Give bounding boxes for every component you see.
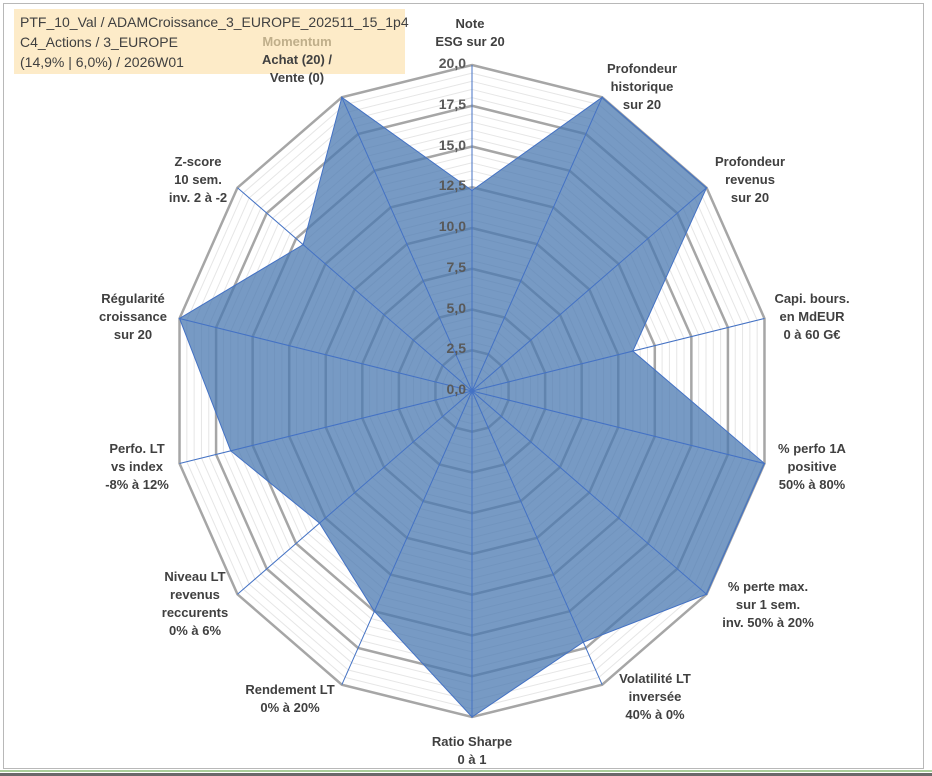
axis-label-line: sur 20 (113, 327, 153, 342)
axis-label: Régularité croissance sur 20 (99, 290, 167, 344)
axis-label-line: en MdEUR (779, 309, 845, 324)
data-point (705, 186, 708, 189)
axis-label-line: Perfo. LT (109, 441, 165, 456)
axis-label: Z-score 10 sem. inv. 2 à -2 (169, 153, 227, 207)
axis-label-line: 40% à 0% (625, 707, 685, 722)
axis-label-line: 0 à 60 G€ (783, 327, 841, 342)
axis-label-line: sur 1 sem. (735, 597, 801, 612)
axis-label: Capi. bours. en MdEUR 0 à 60 G€ (774, 290, 849, 344)
axis-label-line: 0% à 6% (168, 623, 222, 638)
tick-label: 10,0 (438, 218, 466, 234)
tick-label: 20,0 (438, 55, 466, 71)
axis-label-line: inversée (628, 689, 682, 704)
axis-label-line: revenus (725, 172, 775, 187)
axis-label: Profondeur revenus sur 20 (715, 153, 785, 207)
axis-label-line: ESG sur 20 (435, 34, 505, 49)
axis-spoke (237, 187, 473, 392)
tick-label: 17,5 (438, 95, 466, 112)
tick-label: 2,5 (446, 340, 466, 357)
axis-spoke (471, 390, 765, 465)
axis-label-line: % perte max. (727, 579, 809, 594)
data-point (318, 522, 321, 524)
axis-spoke (237, 390, 473, 595)
axis-label-line: croissance (99, 309, 167, 324)
axis-spoke (471, 187, 707, 392)
data-point (302, 243, 304, 246)
axis-label-line: 0 à 1 (457, 752, 487, 767)
axis-label-line: Note (455, 16, 485, 31)
axis-label-line: revenus (170, 587, 220, 602)
axis-label-line: Rendement LT (245, 682, 335, 697)
axis-label: Perfo. LT vs index -8% à 12% (105, 440, 169, 494)
data-point (471, 716, 473, 718)
bottom-edge (0, 773, 932, 776)
axis-label: % perfo 1A positive 50% à 80% (778, 440, 846, 494)
axis-label-line: Volatilité LT (619, 671, 691, 686)
data-point (601, 96, 603, 99)
axis-spoke (471, 390, 603, 685)
axis-label-line: sur 20 (730, 190, 770, 205)
axis-spoke (471, 390, 707, 595)
portfolio-info-box: PTF_10_Val / ADAMCroissance_3_EUROPE_202… (14, 9, 409, 74)
data-point (705, 593, 708, 596)
tick-label: 7,5 (446, 258, 466, 275)
axis-label-highlight: Momentum (262, 34, 332, 49)
info-portfolio-name: PTF_10_Val / ADAMCroissance_3_EUROPE_202… (20, 14, 409, 30)
axis-label-line: -8% à 12% (105, 477, 169, 492)
axis-label-line: reccurents (161, 605, 229, 620)
axis-label-line: Profondeur (606, 61, 678, 76)
axis-label-line: inv. 50% à 20% (722, 615, 814, 630)
axis-label-line: sur 20 (622, 97, 662, 112)
info-performance-week: (14,9% | 6,0%) / 2026W01 (20, 54, 184, 70)
axis-label: Ratio Sharpe 0 à 1 (432, 733, 512, 769)
axis-label: Volatilité LT inversée 40% à 0% (619, 670, 691, 724)
info-category: C4_Actions / 3_EUROPE (20, 34, 178, 50)
axis-spoke (471, 317, 765, 392)
axis-label-line: Régularité (101, 291, 165, 306)
axis-label-line: Vente (0) (269, 70, 325, 85)
axis-spoke (179, 317, 473, 392)
data-point (763, 462, 766, 465)
tick-label: 15,0 (438, 136, 466, 153)
axis-label-line: historique (610, 79, 674, 94)
axis-label-line: 0% à 20% (260, 700, 320, 715)
axis-label-line: 10 sem. (174, 172, 222, 187)
data-point (582, 641, 585, 643)
axis-label-line: positive (787, 459, 837, 474)
axis-label-line: Ratio Sharpe (431, 734, 513, 749)
axis-label: % perte max. sur 1 sem. inv. 50% à 20% (722, 578, 814, 632)
bottom-divider (0, 770, 932, 772)
data-point (632, 350, 634, 352)
axis-label-line: inv. 2 à -2 (168, 190, 228, 205)
data-point (178, 317, 181, 320)
axis-label-line: vs index (110, 459, 164, 474)
chart-border (3, 3, 924, 769)
axis-label-line: Profondeur (714, 154, 786, 169)
axis-spoke (341, 97, 473, 392)
axis-label: Rendement LT 0% à 20% (245, 681, 334, 717)
axis-spoke (471, 97, 603, 392)
axis-label-line: % perfo 1A (778, 441, 846, 456)
axis-spoke (341, 390, 473, 685)
data-point (341, 96, 343, 99)
data-point (471, 189, 473, 192)
tick-label: 12,5 (438, 177, 466, 194)
axis-label-line: Z-score (174, 154, 222, 169)
axis-label-line: Niveau LT (164, 569, 226, 584)
data-point (229, 450, 232, 452)
axis-label: Niveau LT revenus reccurents 0% à 6% (162, 568, 228, 640)
axis-label: Profondeur historique sur 20 (607, 60, 677, 114)
axis-spoke (179, 390, 473, 465)
tick-label: 5,0 (446, 299, 466, 316)
axis-label-line: Achat (20) / (261, 52, 333, 67)
axis-label: Momentum Achat (20) / Vente (0) (262, 33, 332, 87)
axis-label-line: 50% à 80% (778, 477, 846, 492)
axis-label: Note ESG sur 20 (435, 15, 504, 51)
axis-label-line: Capi. bours. (774, 291, 850, 306)
tick-label: 0,0 (446, 381, 466, 397)
data-point (373, 610, 376, 613)
